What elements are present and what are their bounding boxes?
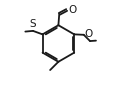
Text: S: S: [29, 19, 36, 29]
Text: O: O: [84, 29, 92, 39]
Text: O: O: [69, 5, 77, 15]
